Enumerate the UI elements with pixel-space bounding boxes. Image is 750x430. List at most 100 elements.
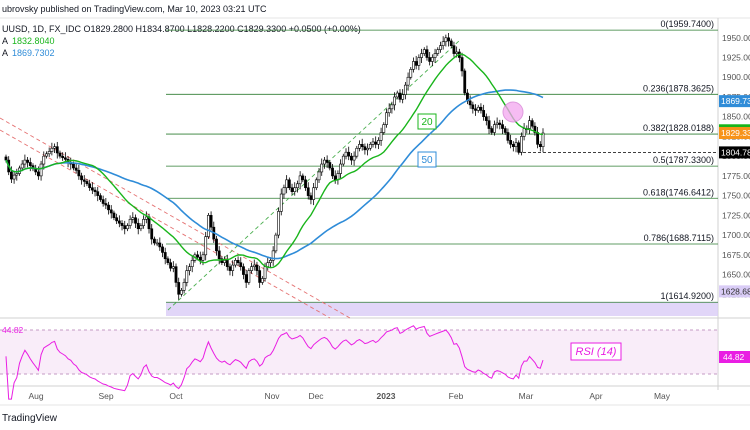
candle-body — [169, 262, 173, 269]
candle-body — [541, 132, 545, 147]
candle-body — [403, 84, 407, 95]
time-axis: Aug Sep Oct Nov Dec 2023 Feb Mar Apr May — [28, 391, 670, 401]
candle-body — [136, 222, 140, 230]
candle-body — [144, 216, 148, 220]
candle-body — [171, 266, 175, 269]
candle-body — [20, 163, 24, 169]
candle-body — [42, 155, 46, 165]
candle-body — [223, 260, 226, 264]
candle-body — [379, 132, 383, 141]
candle-body — [9, 171, 13, 180]
candle-body — [61, 155, 65, 159]
candle-body — [55, 146, 59, 154]
candle-body — [498, 122, 502, 125]
rsi-line — [5, 325, 544, 400]
candle-body — [196, 254, 199, 258]
candle-body — [301, 175, 305, 181]
candle-body — [366, 147, 369, 151]
candle-body — [390, 104, 394, 110]
candle-body — [317, 171, 321, 181]
candle-body — [528, 120, 531, 129]
candle-body — [115, 217, 119, 222]
symbol-ohlc-line: UUSD, 1D, FX_IDC O1829.2800 H1834.8700 L… — [2, 24, 361, 34]
candle-body — [107, 204, 110, 211]
candle-body — [255, 264, 259, 271]
price-tag-label-support: 1804.78 — [721, 147, 750, 157]
candle-body — [538, 144, 542, 147]
candle-body — [520, 136, 523, 153]
candle-body — [522, 128, 526, 137]
candle-body — [331, 167, 334, 177]
candle-body — [63, 157, 67, 160]
candle-body — [449, 40, 453, 46]
candle-body — [150, 228, 154, 240]
candle-body — [271, 250, 275, 261]
candle-body — [85, 181, 89, 185]
y-tick-label: 1725.00 — [722, 210, 750, 220]
candle-body — [393, 96, 396, 106]
candle-body — [247, 270, 251, 283]
candle-body — [266, 262, 270, 267]
candle-body — [363, 146, 367, 151]
rsi-top-value: 44.82 — [2, 325, 24, 335]
candle-body — [74, 167, 78, 171]
candle-body — [428, 57, 432, 62]
candle-body — [360, 144, 364, 147]
candle-body — [309, 195, 313, 200]
candle-body — [285, 179, 289, 189]
candle-body — [201, 254, 205, 261]
candle-body — [484, 116, 488, 121]
candle-body — [430, 57, 434, 62]
candle-body — [468, 100, 472, 106]
x-tick-label: Aug — [28, 391, 43, 401]
x-tick-label: Nov — [264, 391, 280, 401]
candle-body — [368, 144, 372, 149]
candle-body — [99, 195, 102, 200]
candle-body — [206, 215, 210, 237]
y-tick-label: 1775.00 — [722, 171, 750, 181]
y-tick-label: 1700.00 — [722, 230, 750, 240]
fib-label-0.786: 0.786(1688.7115) — [644, 233, 714, 243]
candle-body — [339, 163, 343, 174]
candle-body — [134, 217, 137, 224]
candle-body — [244, 274, 248, 283]
candle-body — [355, 147, 359, 157]
candle-body — [174, 266, 178, 283]
candle-body — [312, 187, 316, 200]
candle-body — [260, 278, 264, 283]
candle-body — [128, 218, 132, 226]
candle-body — [452, 45, 456, 54]
ma50-legend-value: 1869.7302 — [12, 48, 55, 58]
candle-body — [350, 155, 353, 161]
candle-body — [190, 260, 194, 267]
candle-body — [120, 222, 124, 226]
rsi-value-label: 44.82 — [723, 352, 745, 362]
candle-body — [474, 108, 477, 111]
candle-body — [296, 183, 299, 189]
candle-body — [328, 162, 332, 169]
fib-label-0: 0(1959.7400) — [660, 19, 714, 29]
candle-body — [220, 258, 224, 264]
candle-body — [447, 37, 450, 42]
candle-body — [490, 128, 494, 133]
fib-label-0.236: 0.236(1878.3625) — [643, 83, 714, 93]
candle-body — [371, 141, 375, 145]
candle-body — [306, 187, 310, 196]
candle-body — [323, 159, 326, 165]
ma50-tag-box — [417, 151, 437, 168]
candle-body — [153, 238, 156, 244]
candle-body — [511, 144, 515, 147]
candle-body — [15, 173, 19, 176]
price-tag-price — [719, 127, 750, 140]
candle-body — [158, 242, 162, 248]
candle-body — [514, 142, 518, 147]
candle-body — [161, 246, 164, 253]
candle-body — [250, 266, 253, 271]
candle-body — [412, 61, 415, 70]
candle-body — [341, 155, 345, 165]
fib-label-0.5: 0.5(1787.3300) — [653, 155, 714, 165]
candle-body — [142, 218, 146, 226]
candle-body — [506, 132, 510, 141]
ma20-legend-label: A — [2, 36, 8, 46]
